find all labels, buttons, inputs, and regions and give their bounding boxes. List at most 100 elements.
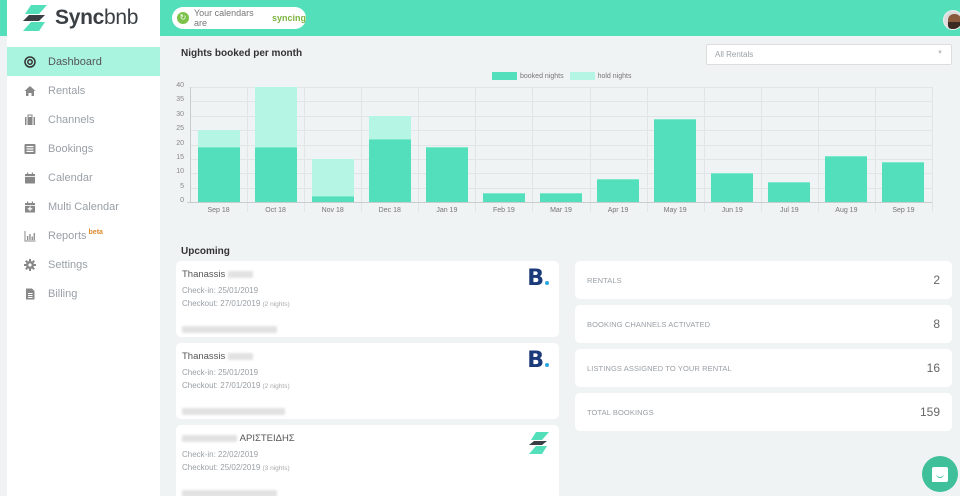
sidebar-item-settings[interactable]: Settings	[7, 250, 160, 279]
bar-apr-19[interactable]	[597, 179, 640, 202]
y-tick-label: 10	[176, 168, 184, 176]
gridline	[190, 130, 932, 132]
booked-nights-segment[interactable]	[197, 147, 240, 202]
bar-nov-18[interactable]	[311, 158, 354, 202]
redacted-surname	[227, 271, 253, 278]
gridline	[247, 87, 249, 212]
nights-count: (2 nights)	[262, 301, 290, 308]
gridline	[760, 87, 762, 212]
x-tick-label: Apr 19	[607, 207, 629, 214]
bar-may-19[interactable]	[654, 118, 697, 202]
gridline	[190, 115, 932, 117]
gridline	[589, 87, 591, 212]
booked-nights-segment[interactable]	[768, 181, 811, 202]
sidebar-item-billing[interactable]: Billing	[7, 279, 160, 308]
gridline	[190, 187, 932, 189]
legend-item-hold[interactable]: hold nights	[569, 72, 631, 80]
booked-nights-segment[interactable]	[425, 147, 468, 202]
booked-nights-segment[interactable]	[882, 161, 925, 202]
bar-jul-19[interactable]	[768, 181, 811, 202]
x-tick-label: Sep 18	[207, 207, 230, 214]
booked-nights-segment[interactable]	[482, 193, 525, 202]
bar-feb-19[interactable]	[482, 193, 525, 202]
y-axis	[190, 87, 191, 203]
booked-nights-segment[interactable]	[597, 179, 640, 202]
chart-legend: booked nights hold nights	[492, 72, 637, 80]
legend-item-booked[interactable]: booked nights	[492, 72, 564, 80]
hold-nights-segment[interactable]	[311, 158, 354, 197]
booking-com-logo-icon: B	[527, 350, 549, 372]
chart-title: Nights booked per month	[181, 48, 303, 59]
redacted-name	[182, 435, 237, 442]
x-tick-label: Mar 19	[550, 207, 572, 214]
bar-mar-19[interactable]	[540, 193, 582, 202]
gridline	[361, 87, 363, 212]
nights-count: (2 nights)	[262, 383, 290, 390]
x-tick-label: Jan 19	[436, 207, 458, 214]
upcoming-title: Upcoming	[181, 246, 230, 257]
gridline	[646, 87, 648, 212]
y-tick-label: 30	[176, 110, 184, 118]
booking-card[interactable]: Thanassis Check-in: 25/01/2019 Checkout:…	[176, 343, 559, 419]
y-tick-label: 20	[176, 139, 184, 147]
file-icon	[24, 288, 36, 300]
sidebar-item-channels[interactable]: Channels	[7, 105, 160, 134]
briefcase-icon	[24, 114, 36, 126]
bar-dec-18[interactable]	[368, 115, 411, 202]
gridline	[190, 173, 932, 175]
gridline	[817, 87, 819, 212]
sidebar-item-rentals[interactable]: Rentals	[7, 76, 160, 105]
brand-logo-link[interactable]: Syncbnb	[7, 0, 160, 36]
bar-oct-18[interactable]	[254, 87, 297, 202]
bar-sep-18[interactable]	[197, 130, 240, 202]
chat-launcher-button[interactable]	[922, 456, 958, 492]
gridline	[190, 158, 932, 160]
booked-nights-segment[interactable]	[540, 193, 582, 202]
booked-nights-segment[interactable]	[311, 196, 354, 202]
chat-icon	[932, 466, 948, 482]
booked-nights-segment[interactable]	[654, 118, 697, 202]
x-axis	[187, 202, 932, 203]
booked-nights-segment[interactable]	[825, 156, 868, 202]
dashboard-target-icon	[24, 55, 36, 68]
booking-card[interactable]: ΑΡΙΣΤΕΙΔΗΣ Check-in: 22/02/2019 Checkout…	[176, 425, 559, 496]
y-tick-label: 40	[176, 82, 184, 89]
sidebar-item-multi-calendar[interactable]: Multi Calendar	[7, 192, 160, 221]
syncbnb-logo-icon	[23, 5, 47, 31]
gridline	[874, 87, 876, 212]
rental-filter-select[interactable]: All Rentals ▼	[706, 44, 952, 65]
hold-nights-segment[interactable]	[197, 130, 240, 148]
booking-com-logo-icon: B	[527, 268, 549, 290]
redacted-details	[182, 490, 277, 496]
sidebar-item-calendar[interactable]: Calendar	[7, 163, 160, 192]
stat-card-listings: LISTINGS ASSIGNED TO YOUR RENTAL 16	[575, 349, 952, 387]
calendar-icon	[24, 172, 36, 184]
bar-jun-19[interactable]	[711, 173, 754, 202]
gridline	[418, 87, 420, 212]
user-avatar[interactable]	[943, 10, 960, 30]
hold-nights-segment[interactable]	[368, 115, 411, 139]
chevron-down-icon: ▼	[937, 50, 943, 56]
guest-name: ΑΡΙΣΤΕΙΔΗΣ	[239, 433, 295, 444]
booked-nights-segment[interactable]	[368, 138, 411, 202]
bar-jan-19[interactable]	[425, 147, 468, 202]
redacted-details	[182, 408, 285, 415]
y-tick-label: 5	[180, 182, 184, 190]
sidebar-item-bookings[interactable]: Bookings	[7, 134, 160, 163]
bar-sep-19[interactable]	[882, 161, 925, 202]
x-tick-label: Nov 18	[321, 207, 344, 214]
sync-status-text: Your calendars are	[193, 8, 254, 28]
y-tick-label: 0	[180, 197, 184, 204]
nights-count: (3 nights)	[262, 465, 290, 472]
sidebar-item-dashboard[interactable]: Dashboard	[7, 47, 160, 76]
hold-nights-segment[interactable]	[254, 87, 297, 148]
sidebar-item-reports[interactable]: Reports beta	[7, 221, 160, 250]
booked-nights-segment[interactable]	[254, 147, 297, 202]
x-tick-label: Sep 19	[892, 207, 915, 214]
booking-card[interactable]: Thanassis Check-in: 25/01/2019 Checkout:…	[176, 261, 559, 337]
booked-nights-segment[interactable]	[711, 173, 754, 202]
checkin-date: Check-in: 25/01/2019	[182, 286, 259, 295]
bar-aug-19[interactable]	[825, 156, 868, 202]
sidebar: Dashboard Rentals Channels Bookings Cale…	[7, 36, 160, 496]
nights-booked-chart: 0 5 10 15 20 25 30 35 40 Sep 18 Oct 18 Nov 18 Dec 18…	[160, 80, 960, 220]
